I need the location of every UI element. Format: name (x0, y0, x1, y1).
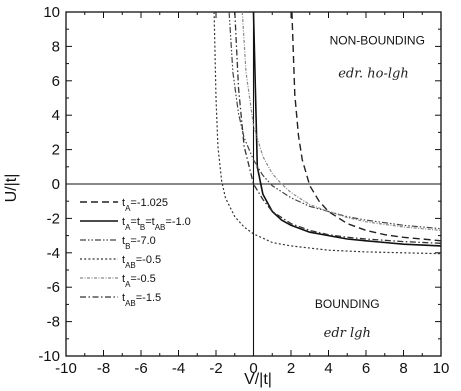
ticks-layer: -10 -8 -6 -4 -2 0 2 4 6 8 10 10 8 6 4 2 0 -2 -4 -6 -8 -10 (38, 4, 449, 377)
y-tick-label: 6 (52, 73, 60, 90)
legend-entry-6: tAB=-1.5 (122, 292, 161, 308)
x-tick-label: 6 (362, 360, 370, 377)
y-tick-label: -6 (47, 279, 60, 296)
x-tick-label: 2 (287, 360, 295, 377)
y-tick-label: -10 (38, 348, 60, 365)
region-label-2: BOUNDING (315, 297, 380, 311)
x-tick-label: 0 (249, 360, 257, 377)
legend-entry-5: tA=-0.5 (122, 273, 156, 289)
legend-entry-2: tA=tB=tAB=-1.0 (122, 216, 191, 232)
x-tick-label: -2 (209, 360, 222, 377)
series-layer (213, 12, 441, 255)
handwritten-note-2: edr lgh (324, 326, 371, 341)
legend-entry-1: tA=-1.025 (122, 197, 168, 213)
handwritten-note-1: edr. ho-lgh (338, 66, 409, 81)
y-tick-label: -8 (47, 314, 60, 331)
y-tick-label: -2 (47, 210, 60, 227)
x-tick-label: -10 (55, 360, 77, 377)
x-tick-label: 4 (324, 360, 332, 377)
y-axis-label: U/|t| (3, 174, 20, 203)
x-tick-label: -6 (134, 360, 147, 377)
y-tick-label: -4 (47, 245, 60, 262)
x-tick-label: -8 (97, 360, 110, 377)
x-tick-label: 10 (433, 360, 450, 377)
series-line-6 (234, 12, 441, 244)
series-line-3 (228, 12, 441, 230)
series-line-1 (291, 12, 441, 242)
legend-entry-4: tAB=-0.5 (122, 254, 161, 270)
x-tick-label: 8 (399, 360, 407, 377)
region-label-1: NON-BOUNDING (330, 34, 425, 48)
annotations: NON-BOUNDING BOUNDING edr. ho-lgh edr lgh (315, 34, 425, 341)
y-tick-label: 10 (43, 4, 60, 21)
y-tick-label: 0 (52, 176, 60, 193)
series-line-4 (213, 12, 441, 255)
series-line-5 (241, 12, 441, 231)
y-tick-label: 2 (52, 142, 60, 159)
y-tick-label: 8 (52, 38, 60, 55)
legend-entry-3: tB=-7.0 (122, 235, 156, 251)
series-line-2 (252, 12, 441, 247)
zero-lines (66, 12, 441, 356)
x-tick-label: -4 (172, 360, 185, 377)
legend: tA=-1.025 tA=tB=tAB=-1.0 tB=-7.0 tAB=-0.5 tA… (80, 197, 191, 308)
x-axis-label: V/|t| (244, 371, 272, 388)
y-tick-label: 4 (52, 107, 60, 124)
